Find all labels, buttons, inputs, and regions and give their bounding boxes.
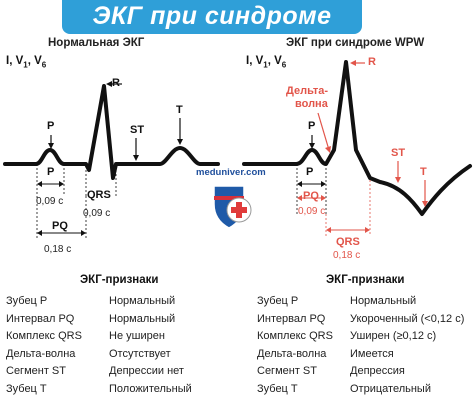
wpw-sign-feature: Интервал PQ [257,312,326,325]
normal-p-arrow-head [48,143,54,149]
wpw-sign-feature: Комплекс QRS [257,330,333,342]
normal-t-arrow-head [177,139,183,145]
normal-sign-feature: Зубец T [6,382,47,395]
normal-r-arrow-head [106,81,112,87]
normal-st-arrow-head [133,155,139,161]
normal-st-label: ST [130,124,145,136]
site-watermark: meduniver.com [196,167,266,178]
normal-p-segment-label: P [47,166,55,178]
page-title: ЭКГ при синдроме WPW [92,2,332,59]
normal-p-duration: 0,09 с [36,196,64,207]
normal-sign-feature: Комплекс QRS [6,330,82,342]
normal-qrs-label: QRS [87,189,111,201]
title-banner: ЭКГ при синдроме WPW [62,0,362,59]
wpw-p-wave-label: P [308,120,316,132]
normal-sign-value: Нормальный [109,295,176,307]
normal-sign-value: Отсутствует [109,347,171,360]
wpw-sign-value: Укороченный (<0,12 с) [350,312,465,325]
wpw-sign-feature: Зубец T [257,382,298,395]
wpw-t-label: T [420,166,427,178]
wpw-delta-arrow-head [325,146,331,153]
wpw-delta-wave-label-line1: Дельта- [286,85,329,97]
wpw-sign-feature: Зубец P [257,295,299,307]
wpw-st-arrow-head [395,177,401,183]
normal-sign-feature: Интервал PQ [6,312,75,325]
wpw-signs-heading: ЭКГ-признаки [326,274,405,286]
wpw-sign-value: Депрессия [350,365,405,377]
wpw-delta-wave-label-line2: волна [295,98,328,110]
wpw-sign-feature: Дельта-волна [257,347,327,360]
wpw-qrs-label: QRS [336,236,360,248]
wpw-sign-feature: Сегмент ST [257,365,317,377]
normal-sign-feature: Зубец P [6,295,48,307]
wpw-r-label: R [368,56,376,68]
normal-sign-value: Положительный [109,382,192,395]
wpw-st-label: ST [391,147,406,159]
normal-signs-heading: ЭКГ-признаки [80,274,159,286]
normal-sign-value: Не уширен [109,330,165,342]
normal-p-wave-label: P [47,120,55,132]
wpw-delta-arrow [317,112,330,151]
normal-sign-feature: Дельта-волна [6,347,76,360]
normal-sign-feature: Сегмент ST [6,365,66,377]
wpw-p-duration: 0,09 с [298,206,326,217]
wpw-p-arrow-head [309,143,315,149]
normal-leads-label: I, V1, V6 [6,55,47,70]
normal-r-label: R [112,77,120,89]
normal-sign-value: Депрессии нет [109,365,184,377]
normal-t-label: T [176,104,183,116]
wpw-ecg-trace [242,60,472,216]
wpw-sign-value: Имеется [350,347,394,360]
wpw-qrs-duration: 0,18 с [333,250,361,261]
normal-sign-value: Нормальный [109,312,176,325]
wpw-leads-label: I, V1, V6 [246,55,287,70]
wpw-ecg-subtitle: ЭКГ при синдроме WPW [286,37,425,49]
normal-ecg-subtitle: Нормальная ЭКГ [48,37,145,49]
wpw-pq-label: PQ [303,190,319,202]
wpw-sign-value: Отрицательный [350,382,431,395]
wpw-sign-value: Нормальный [350,295,417,307]
normal-pq-duration: 0,18 с [44,244,72,255]
wpw-p-segment-label: P [306,166,314,178]
normal-pq-label: PQ [52,220,68,232]
meduniver-logo-icon [213,185,252,229]
wpw-r-arrow-head [350,60,356,66]
normal-qrs-duration: 0,09 с [83,208,111,219]
normal-ecg-trace [3,84,220,180]
wpw-sign-value: Уширен (≥0,12 с) [350,330,437,342]
wpw-t-arrow-head [422,201,428,207]
